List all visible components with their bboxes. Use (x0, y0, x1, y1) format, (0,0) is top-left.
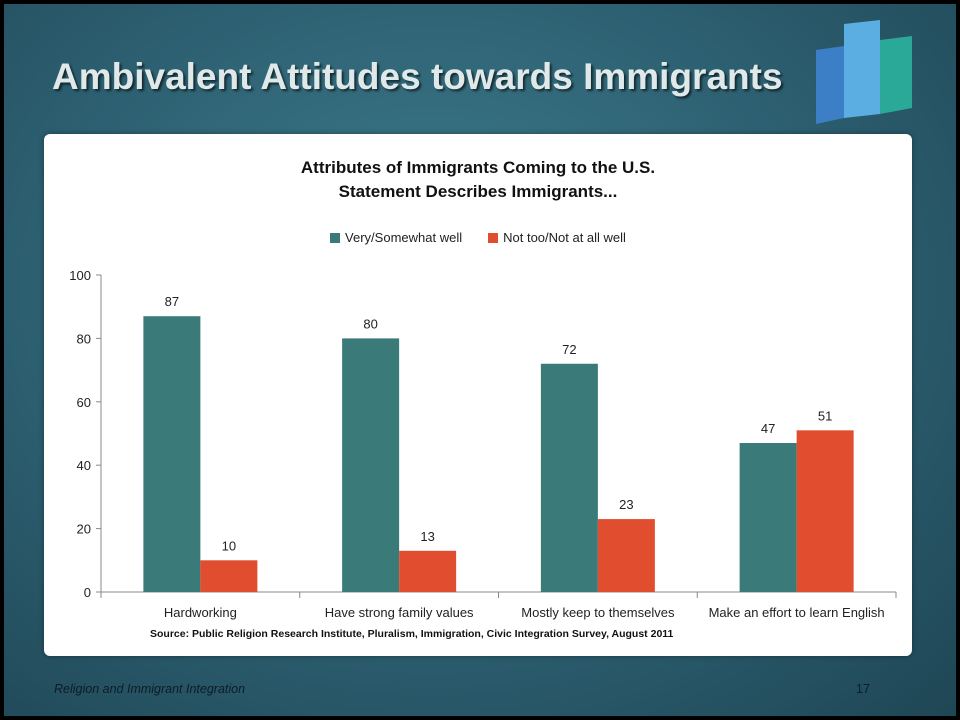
slide: Ambivalent Attitudes towards Immigrants … (4, 4, 956, 716)
bar-chart-logo-icon (816, 20, 912, 124)
bar (200, 560, 258, 592)
y-tick-label: 80 (77, 331, 91, 346)
logo-bar-left (816, 46, 844, 124)
chart-legend: Very/Somewhat well Not too/Not at all we… (44, 230, 912, 245)
data-label: 13 (420, 529, 434, 544)
data-label: 87 (165, 294, 179, 309)
x-tick-label: Hardworking (164, 605, 237, 620)
y-tick-label: 40 (77, 458, 91, 473)
legend-label-series-1: Very/Somewhat well (345, 230, 463, 245)
chart-panel: Attributes of Immigrants Coming to the U… (44, 134, 912, 656)
data-label: 51 (818, 408, 832, 423)
legend-item-series-1: Very/Somewhat well (330, 230, 462, 245)
x-tick-label: Make an effort to learn English (709, 605, 885, 620)
legend-item-series-2: Not too/Not at all well (488, 230, 626, 245)
footer-text: Religion and Immigrant Integration (54, 682, 246, 696)
y-tick-label: 20 (77, 522, 91, 537)
source-note: Source: Public Religion Research Institu… (150, 628, 674, 640)
data-label: 23 (619, 497, 633, 512)
data-label: 10 (222, 538, 236, 553)
data-label: 80 (363, 316, 377, 331)
logo-bar-middle (844, 20, 880, 118)
bar (143, 316, 201, 592)
bar (342, 338, 400, 592)
bar (597, 519, 655, 592)
chart-subtitle: Statement Describes Immigrants... (338, 182, 618, 201)
y-tick-label: 100 (69, 268, 91, 283)
legend-swatch-series-2 (488, 232, 499, 243)
legend-swatch-series-1 (330, 232, 341, 243)
legend-label-series-2: Not too/Not at all well (503, 230, 626, 245)
x-tick-label: Mostly keep to themselves (521, 605, 675, 620)
y-tick-label: 0 (84, 585, 91, 600)
bar (796, 430, 854, 592)
slide-title: Ambivalent Attitudes towards Immigrants (52, 56, 783, 97)
bar (540, 363, 598, 592)
page-number: 17 (856, 682, 870, 696)
bar (739, 443, 797, 592)
x-tick-label: Have strong family values (325, 605, 474, 620)
y-tick-label: 60 (77, 395, 91, 410)
data-label: 72 (562, 342, 576, 357)
bar (399, 550, 457, 592)
logo-bar-right (880, 36, 912, 114)
bar-chart: 0 20 40 60 80 100 87 10 Hardworking 80 13 Have stro… (69, 268, 897, 620)
chart-title: Attributes of Immigrants Coming to the U… (300, 158, 656, 177)
data-label: 47 (761, 421, 775, 436)
